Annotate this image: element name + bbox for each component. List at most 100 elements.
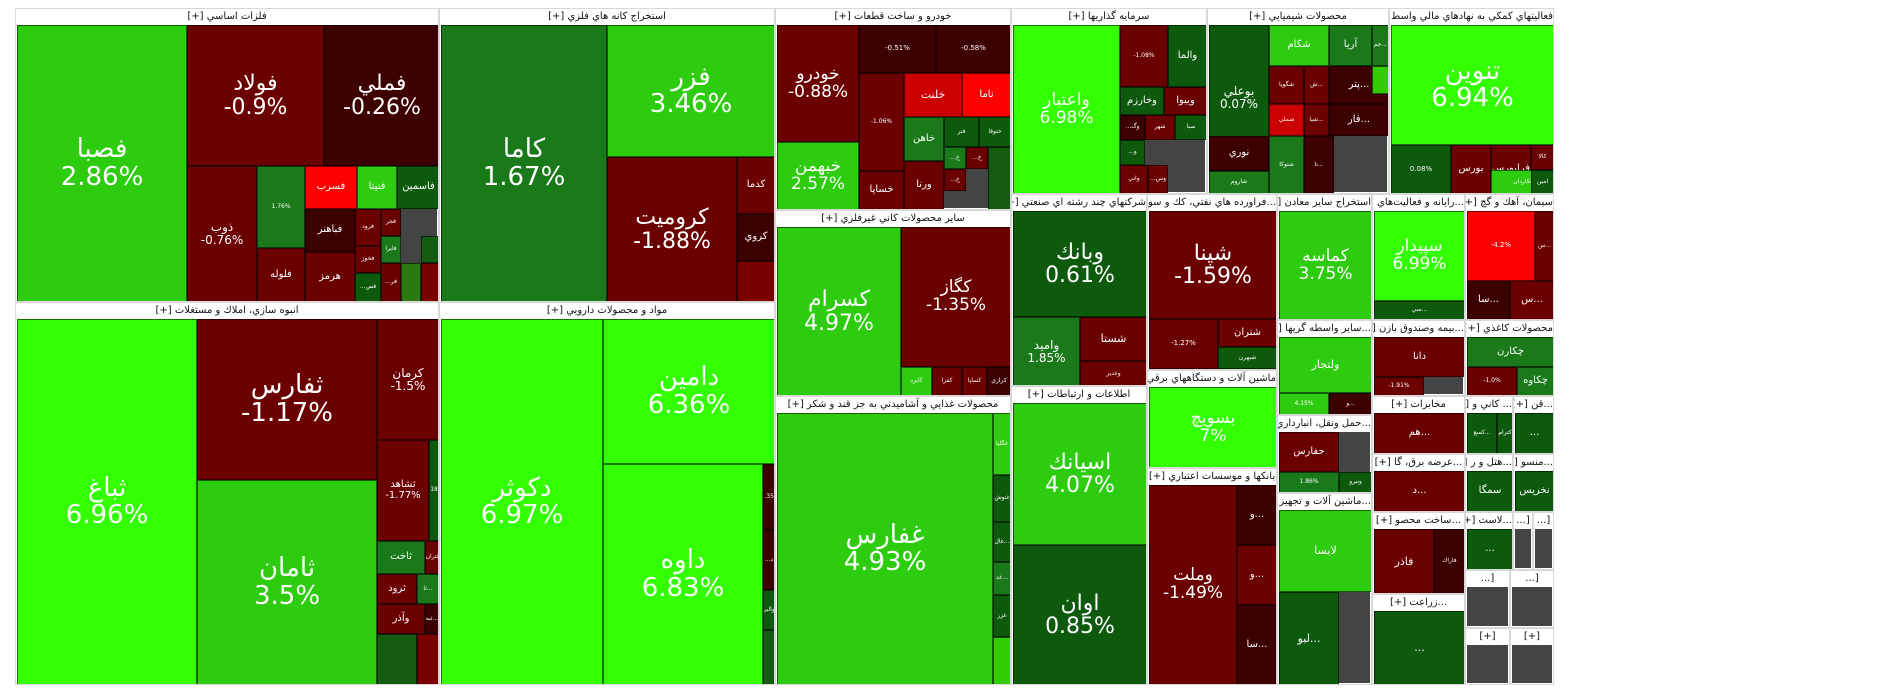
stock-tile[interactable]: ثامان 3.5% (197, 480, 377, 684)
stock-tile[interactable]: خلنت (904, 73, 962, 117)
sector-title[interactable]: ...هتل و ر [+] (1466, 455, 1512, 471)
stock-tile[interactable]: وامید 1.85% (1013, 317, 1080, 385)
stock-tile[interactable]: كالا (1531, 145, 1553, 170)
stock-tile[interactable]: كرازي (987, 367, 1010, 395)
stock-tile[interactable]: واتي (1120, 165, 1148, 193)
stock-tile[interactable]: فر... (381, 263, 401, 301)
stock-tile[interactable]: 0.08% (1391, 145, 1451, 193)
stock-tile[interactable]: ثفارس -1.17% (197, 319, 377, 480)
mini-tile[interactable] (421, 236, 438, 263)
stock-tile[interactable]: چكاوه (1517, 367, 1553, 395)
stock-tile[interactable]: وگ... (1120, 115, 1145, 140)
stock-tile[interactable]: -1.27% (1149, 319, 1218, 369)
stock-tile[interactable]: آريا (1329, 25, 1372, 66)
stock-tile[interactable]: فايرا (381, 236, 401, 263)
stock-tile[interactable]: ...سا (1237, 605, 1276, 684)
stock-tile[interactable]: داوه 6.83% (603, 464, 763, 684)
stock-tile[interactable]: ولتجار (1279, 337, 1371, 393)
stock-tile[interactable]: فباهنر (305, 209, 355, 252)
stock-tile[interactable]: دامين 6.36% (603, 319, 774, 464)
sector-title[interactable]: اطلاعات و ارتباطات [+] (1012, 387, 1146, 403)
mini-tile[interactable] (1372, 66, 1388, 94)
stock-tile[interactable]: -1.91% (1374, 377, 1424, 395)
stock-tile[interactable]: فولاد -0.9% (187, 25, 324, 166)
stock-tile[interactable]: كساپا (962, 367, 987, 395)
stock-tile[interactable]: هرمز (305, 252, 355, 301)
stock-tile[interactable]: امين (1531, 170, 1553, 193)
stock-tile[interactable]: كفرا (932, 367, 962, 395)
stock-tile[interactable]: سمگا (1467, 471, 1512, 511)
stock-tile[interactable]: فلوله (257, 248, 305, 301)
stock-tile[interactable]: غگلپا (993, 413, 1010, 475)
stock-tile[interactable]: ...س (1510, 281, 1553, 319)
sector-title[interactable]: استخراج كانه هاي فلزي [+] (440, 9, 774, 25)
mini-tile[interactable] (993, 637, 1010, 684)
stock-tile[interactable]: كگاز -1.35% (901, 227, 1010, 367)
stock-tile[interactable]: 1.76% (257, 166, 305, 248)
stock-tile[interactable]: كاما 1.67% (441, 25, 607, 301)
sector-title[interactable]: مخابرات [+] (1373, 397, 1464, 413)
stock-tile[interactable]: وملت -1.49% (1149, 485, 1237, 684)
stock-tile[interactable]: شتران (1218, 319, 1276, 347)
stock-tile[interactable]: فاراك (1434, 529, 1464, 593)
sector-title[interactable]: محصولات غذايي و آشاميدني به جز قند و شكر… (776, 397, 1010, 413)
stock-tile[interactable]: تنوين 6.94% (1391, 25, 1553, 145)
stock-tile[interactable]: وخارزم (1120, 87, 1164, 115)
stock-tile[interactable]: فنر (944, 117, 979, 147)
stock-tile[interactable]: واعتبار 6.98% (1013, 25, 1120, 193)
stock-tile[interactable]: خاهن (904, 117, 944, 161)
sector-title[interactable]: ...حمل ونقل، انبارداري [+] (1278, 416, 1371, 432)
mini-tile[interactable] (417, 634, 438, 684)
stock-tile[interactable]: بورس (1451, 145, 1491, 193)
mini-tile[interactable] (401, 263, 421, 301)
mini-tile[interactable] (377, 634, 417, 684)
stock-tile[interactable]: ...هم (1374, 413, 1464, 453)
stock-tile[interactable]: نخريس (1515, 471, 1553, 511)
stock-tile[interactable]: ...شيا (1304, 104, 1329, 136)
stock-tile[interactable]: خ... (944, 147, 966, 169)
stock-tile[interactable]: غزر (993, 595, 1010, 637)
sector-title[interactable]: ...رايانه و فعاليت‌هاي [+] (1373, 195, 1464, 211)
stock-tile[interactable]: ...غال (993, 522, 1010, 562)
sector-title[interactable]: [... (1466, 571, 1509, 587)
stock-tile[interactable]: كماسه 3.75% (1279, 211, 1371, 319)
stock-tile[interactable]: ...غد (993, 562, 1010, 595)
stock-tile[interactable]: كروي (737, 214, 774, 261)
stock-tile[interactable]: والبر (763, 590, 774, 630)
stock-tile[interactable]: كسرام 4.97% (777, 227, 901, 395)
stock-tile[interactable]: ...لبو (1279, 592, 1339, 684)
stock-tile[interactable]: فصبا 2.86% (17, 25, 187, 301)
stock-tile[interactable]: شهر (1145, 115, 1175, 140)
stock-tile[interactable]: غنوش (993, 475, 1010, 522)
stock-tile[interactable]: نوري (1209, 136, 1269, 171)
stock-tile[interactable]: ...سا (1467, 281, 1510, 319)
stock-tile[interactable]: ... (1467, 529, 1512, 569)
mini-tile[interactable] (763, 630, 774, 684)
stock-tile[interactable]: -1.0% (1467, 367, 1517, 395)
stock-tile[interactable]: خودرو -0.88% (777, 25, 859, 142)
sector-title[interactable]: ...بيمه وصندوق بازن [+] (1373, 321, 1464, 337)
stock-tile[interactable]: شكام (1269, 25, 1329, 66)
stock-tile[interactable]: ثرود (377, 574, 417, 604)
stock-tile[interactable]: ...ثا (417, 574, 438, 604)
sector-title[interactable]: محصولات شيميايي [+] (1208, 9, 1388, 25)
stock-tile[interactable]: ...د (1374, 471, 1464, 511)
sector-title[interactable]: ...زراعت [+] (1373, 595, 1464, 611)
stock-tile[interactable]: خساپا (859, 171, 904, 209)
stock-tile[interactable]: فرود (355, 209, 381, 246)
stock-tile[interactable]: شبهرن (1218, 347, 1276, 369)
sector-title[interactable]: [+] (1466, 629, 1509, 645)
mini-tile[interactable] (421, 263, 438, 301)
stock-tile[interactable]: دكوثر 6.97% (441, 319, 603, 684)
stock-tile[interactable]: چكارن (1467, 337, 1553, 367)
stock-tile[interactable]: غفارس 4.93% (777, 413, 993, 684)
stock-tile[interactable]: -0.35% (763, 464, 774, 530)
stock-tile[interactable]: كرمان -1.5% (377, 319, 438, 440)
sector-title[interactable]: سرمايه گذاريها [+] (1012, 9, 1206, 25)
sector-title[interactable]: فعاليتهاي كمكي به نهادهاي مالي واسط [+] (1390, 9, 1553, 25)
sector-title[interactable]: [... (1534, 513, 1553, 529)
stock-tile[interactable]: ...فار (1329, 104, 1388, 136)
stock-tile[interactable]: د... (763, 530, 774, 590)
sector-title[interactable]: [+] (1511, 629, 1553, 645)
sector-title[interactable]: بانكها و موسسات اعتباري [+] (1148, 469, 1276, 485)
